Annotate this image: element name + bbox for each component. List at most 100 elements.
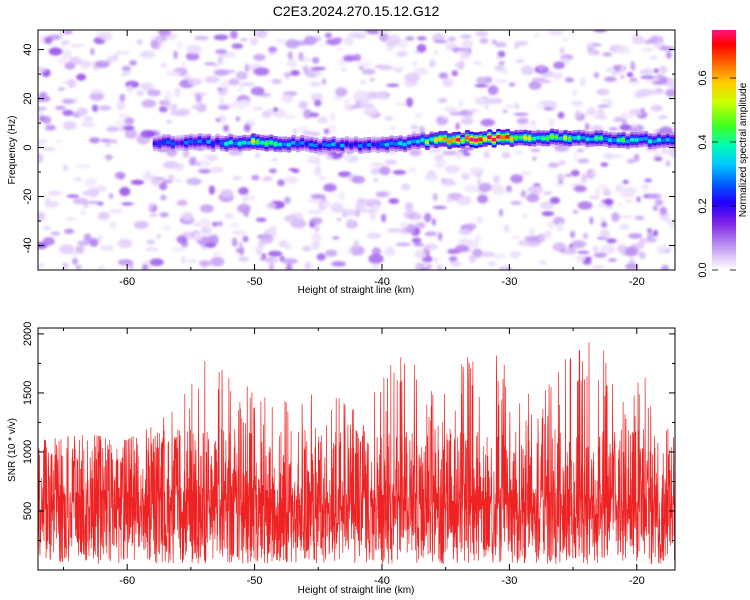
noise-blob [494, 64, 506, 72]
noise-blob [657, 115, 668, 120]
noise-blob [626, 158, 636, 164]
signal-band-cell [496, 134, 502, 139]
spectrogram-panel: -60 -50 -40 -30 -20 -40 -20 0 20 40 Height of str… [7, 29, 676, 296]
noise-blob [586, 43, 594, 50]
noise-blob [552, 72, 564, 80]
noise-blob [56, 139, 61, 144]
noise-blob [473, 61, 483, 65]
noise-blob [330, 112, 335, 122]
noise-blob [284, 196, 291, 204]
noise-blob [424, 212, 432, 223]
noise-blob [541, 211, 555, 217]
snr-panel: -60 -50 -40 -30 -20 500 1000 1500 2000 Height of… [7, 322, 676, 596]
noise-blob [650, 56, 658, 60]
noise-blob [317, 43, 330, 47]
noise-blob [230, 30, 238, 39]
noise-blob [193, 231, 203, 241]
signal-band-cell [616, 138, 622, 143]
noise-blob [509, 251, 521, 259]
signal-band-cell [264, 141, 270, 146]
noise-blob [240, 38, 248, 42]
noise-blob [587, 49, 601, 56]
noise-blob [199, 260, 211, 267]
noise-blob [387, 228, 401, 233]
noise-blob [409, 149, 422, 157]
noise-blob [97, 265, 106, 270]
noise-blob [61, 40, 70, 45]
noise-blob [592, 245, 599, 254]
noise-blob [642, 186, 649, 194]
noise-blob [330, 202, 343, 212]
noise-blob [404, 72, 420, 83]
noise-blob [200, 226, 212, 235]
noise-blob [593, 72, 600, 79]
noise-blob [311, 233, 322, 243]
y-tick-label: 20 [22, 92, 34, 104]
noise-blob [590, 171, 597, 177]
noise-blob [547, 30, 564, 36]
noise-blob [577, 158, 590, 164]
noise-blob [478, 182, 493, 193]
noise-blob [218, 114, 227, 123]
noise-blob [573, 185, 587, 193]
noise-blob [283, 72, 292, 78]
noise-blob [557, 111, 565, 119]
y-tick-label: 1000 [22, 440, 34, 464]
signal-band-cell [166, 140, 172, 145]
noise-blob [455, 244, 470, 253]
signal-band-cell [215, 139, 221, 144]
noise-blob [498, 208, 504, 217]
noise-blob [634, 215, 645, 221]
noise-blob [335, 87, 348, 97]
noise-blob [258, 240, 265, 248]
noise-blob [603, 205, 615, 210]
noise-blob [237, 103, 243, 108]
noise-blob [515, 59, 525, 64]
noise-blob [623, 187, 635, 197]
y-tick-label: -20 [22, 189, 34, 205]
noise-blob [632, 35, 646, 45]
noise-blob [182, 75, 193, 79]
noise-blob [392, 170, 406, 175]
noise-blob [195, 93, 202, 103]
noise-blob [508, 82, 516, 87]
noise-blob [559, 248, 566, 253]
noise-blob [570, 240, 587, 249]
signal-band-cell [527, 136, 533, 141]
noise-blob [303, 109, 312, 119]
noise-blob [43, 226, 52, 230]
noise-blob [492, 253, 507, 260]
signal-band-cell [487, 135, 493, 140]
noise-blob [303, 35, 317, 46]
noise-blob [193, 35, 210, 41]
chart-title: C2E3.2024.270.15.12.G12 [273, 3, 440, 19]
noise-blob [514, 151, 524, 155]
signal-band-cell [464, 135, 471, 140]
noise-blob [572, 152, 577, 162]
noise-blob [608, 126, 618, 132]
noise-blob [186, 259, 198, 264]
x-tick-label: -50 [247, 276, 263, 288]
noise-blob [271, 78, 282, 85]
noise-blob [238, 85, 243, 92]
noise-blob [124, 117, 135, 125]
noise-blob [130, 179, 145, 185]
noise-blob [223, 124, 229, 132]
noise-blob [219, 96, 225, 106]
noise-blob [520, 65, 534, 76]
colorbar-tick-label: 0.6 [697, 70, 709, 85]
noise-blob [474, 84, 489, 88]
noise-blob [121, 72, 129, 76]
signal-band-cell [589, 137, 595, 142]
noise-blob [202, 154, 218, 159]
noise-blob [653, 205, 658, 212]
noise-blob [548, 118, 555, 128]
signal-band-cell [634, 138, 640, 142]
noise-blob [220, 80, 230, 91]
noise-blob [38, 67, 47, 72]
noise-blob [255, 217, 267, 222]
noise-blob [413, 67, 429, 76]
noise-blob [383, 248, 396, 257]
noise-blob [89, 91, 105, 101]
noise-blob [467, 108, 479, 113]
